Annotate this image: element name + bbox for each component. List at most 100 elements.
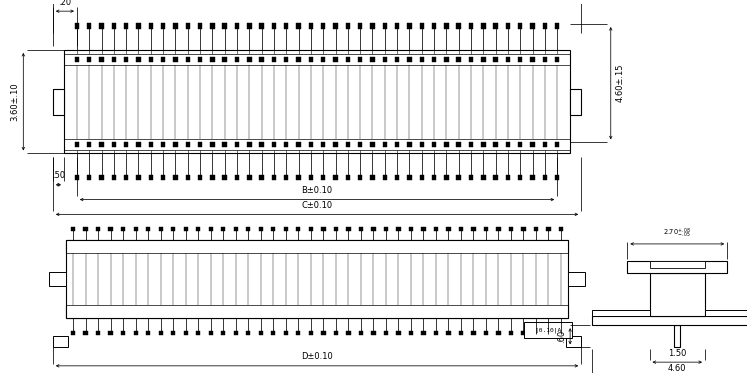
Bar — [112, 175, 116, 180]
Bar — [521, 227, 525, 231]
Bar — [136, 23, 141, 29]
Bar — [333, 175, 338, 180]
Bar — [146, 331, 150, 335]
Bar — [518, 57, 522, 62]
Bar — [96, 227, 101, 231]
Bar — [494, 142, 498, 147]
Bar — [146, 227, 150, 231]
Bar — [87, 175, 91, 180]
Bar — [481, 57, 485, 62]
Bar — [196, 227, 200, 231]
Bar — [518, 175, 522, 180]
Bar — [136, 57, 141, 62]
Bar — [534, 331, 538, 335]
Bar — [396, 227, 401, 231]
Bar — [649, 273, 705, 316]
Bar — [284, 23, 289, 29]
Bar — [308, 175, 313, 180]
Bar — [53, 336, 67, 347]
Text: B±0.10: B±0.10 — [302, 186, 333, 195]
Bar — [358, 227, 363, 231]
Bar — [198, 175, 203, 180]
Bar — [484, 331, 488, 335]
Bar — [71, 227, 76, 231]
Bar — [408, 331, 413, 335]
Bar — [173, 142, 178, 147]
Bar — [149, 57, 153, 62]
Bar — [210, 57, 215, 62]
Bar — [506, 142, 510, 147]
Bar — [171, 227, 175, 231]
Bar — [296, 227, 300, 231]
Bar — [421, 331, 426, 335]
Bar — [75, 57, 79, 62]
Bar — [246, 331, 250, 335]
Bar — [321, 331, 326, 335]
Bar — [371, 331, 376, 335]
Bar — [185, 175, 190, 180]
Text: D±0.10: D±0.10 — [301, 352, 333, 362]
Bar — [420, 175, 424, 180]
Bar — [396, 331, 401, 335]
Bar — [506, 23, 510, 29]
Bar — [83, 227, 88, 231]
Text: 3.60±.10: 3.60±.10 — [10, 82, 19, 121]
Bar — [459, 227, 463, 231]
Bar — [408, 227, 413, 231]
Bar — [543, 23, 547, 29]
Bar — [531, 175, 534, 180]
Bar — [271, 227, 275, 231]
Bar — [222, 57, 227, 62]
Bar — [296, 23, 301, 29]
Bar — [546, 227, 550, 231]
Bar — [559, 227, 563, 231]
Bar — [496, 331, 500, 335]
Bar — [371, 227, 376, 231]
Bar — [506, 175, 510, 180]
Bar — [420, 142, 424, 147]
Bar — [259, 57, 264, 62]
Bar — [421, 227, 426, 231]
Bar — [346, 227, 351, 231]
Bar — [259, 175, 264, 180]
Bar — [494, 175, 498, 180]
Bar — [66, 240, 569, 318]
Bar — [308, 142, 313, 147]
Bar — [210, 23, 215, 29]
Bar — [247, 142, 252, 147]
Bar — [434, 227, 438, 231]
Bar — [246, 227, 250, 231]
Bar — [358, 23, 362, 29]
Bar — [370, 57, 375, 62]
Bar — [235, 57, 239, 62]
Bar — [518, 23, 522, 29]
Bar — [271, 57, 276, 62]
Bar — [531, 23, 534, 29]
Bar — [149, 175, 153, 180]
Bar — [284, 175, 289, 180]
Bar — [370, 142, 375, 147]
Bar — [75, 23, 79, 29]
Bar — [171, 331, 175, 335]
Bar — [161, 23, 166, 29]
Bar — [358, 57, 362, 62]
Bar — [53, 89, 64, 115]
Bar — [471, 227, 476, 231]
Bar — [395, 57, 399, 62]
Bar — [333, 142, 338, 147]
Bar — [83, 331, 88, 335]
Bar — [358, 175, 362, 180]
Bar — [222, 23, 227, 29]
Bar — [259, 331, 263, 335]
Bar — [524, 322, 572, 338]
Bar — [198, 23, 203, 29]
Bar — [185, 57, 190, 62]
Bar — [570, 89, 581, 115]
Bar — [124, 57, 129, 62]
Bar — [159, 227, 163, 231]
Bar — [481, 175, 485, 180]
Bar — [121, 227, 125, 231]
Bar — [284, 227, 288, 231]
Bar — [494, 23, 498, 29]
Bar — [432, 57, 436, 62]
